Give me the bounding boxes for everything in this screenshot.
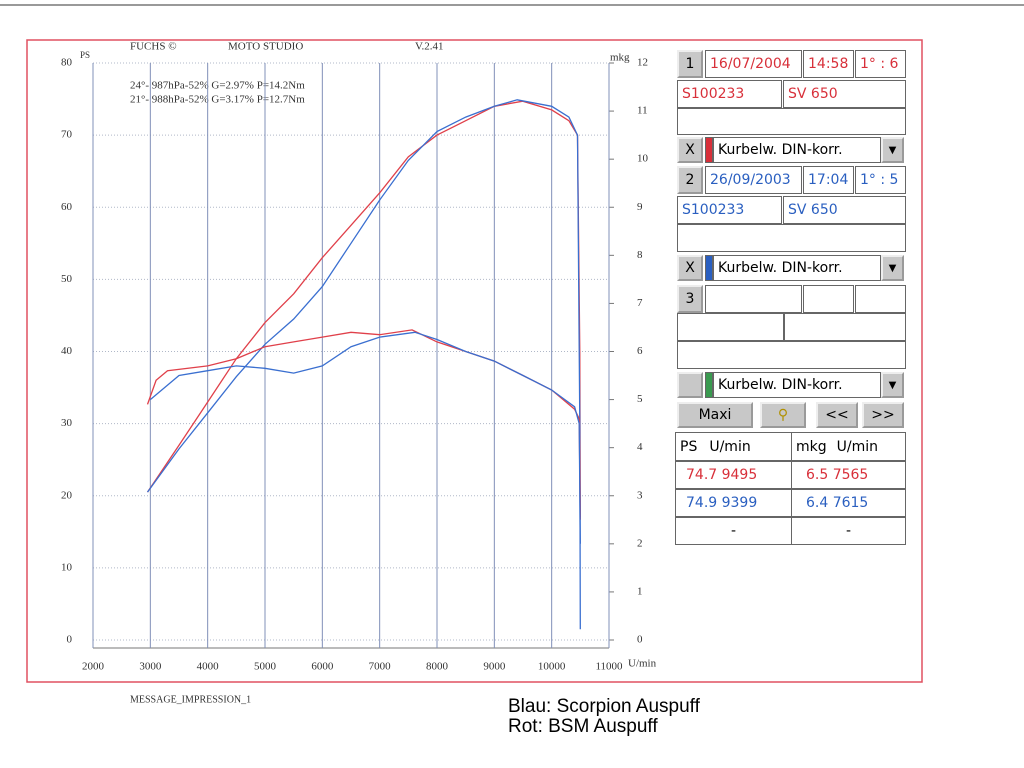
footer-note: Rot: BSM Auspuff xyxy=(508,716,658,737)
close-button[interactable]: X xyxy=(677,255,703,281)
table-cell: 74.7 9495 xyxy=(675,461,792,489)
brand: FUCHS © xyxy=(130,41,177,53)
y-tick-label: 60 xyxy=(61,201,73,213)
ratio: 1° : 6 xyxy=(855,50,906,78)
empty-row xyxy=(677,108,906,135)
x-tick-label: 4000 xyxy=(197,661,220,673)
run-id: S100233 xyxy=(677,196,782,224)
y2-tick-label: 6 xyxy=(637,345,643,357)
date: 26/09/2003 xyxy=(705,166,802,194)
y2-tick-label: 8 xyxy=(637,249,643,261)
message: MESSAGE_IMPRESSION_1 xyxy=(130,694,251,705)
x-axis-label: U/min xyxy=(628,658,657,670)
run-button[interactable]: 2 xyxy=(677,166,703,194)
x-tick-label: 8000 xyxy=(426,661,449,673)
footer-note: Blau: Scorpion Auspuff xyxy=(508,696,700,717)
y-tick-label: 10 xyxy=(61,561,73,573)
y-tick-label: 0 xyxy=(67,634,73,646)
series-line xyxy=(146,99,581,630)
ratio: 1° : 5 xyxy=(855,166,906,194)
table-header: mkg U/min xyxy=(791,432,906,461)
model: SV 650 xyxy=(783,80,906,108)
mode-dropdown[interactable]: Kurbelw. DIN-korr. xyxy=(713,255,881,281)
y-tick-label: 50 xyxy=(61,273,73,285)
legend-note: 24°- 987hPa-52% G=2.97% P=14.2Nm xyxy=(130,80,305,92)
series-line xyxy=(146,329,581,520)
series-line xyxy=(149,331,581,544)
date xyxy=(705,285,802,313)
table-cell: 6.4 7615 xyxy=(791,489,906,517)
y-tick-label: 20 xyxy=(61,489,73,501)
y-axis-label: PS xyxy=(80,50,90,60)
y-tick-label: 70 xyxy=(61,129,73,141)
model: SV 650 xyxy=(783,196,906,224)
x-tick-label: 5000 xyxy=(254,661,277,673)
y2-tick-label: 0 xyxy=(637,634,643,646)
x-tick-label: 11000 xyxy=(595,661,623,673)
maxi-button[interactable]: Maxi xyxy=(677,402,753,428)
header-cell: U/min xyxy=(709,438,751,455)
model xyxy=(784,313,906,341)
empty-row xyxy=(677,341,906,369)
x-tick-label: 3000 xyxy=(139,661,162,673)
y2-axis-label: mkg xyxy=(610,52,630,64)
dropdown-arrow[interactable]: ▼ xyxy=(881,255,904,281)
x-tick-label: 7000 xyxy=(369,661,392,673)
next-button[interactable]: >> xyxy=(862,402,904,428)
close-button[interactable]: X xyxy=(677,137,703,163)
run-id: S100233 xyxy=(677,80,782,108)
table-cell: - xyxy=(675,517,792,545)
mode-dropdown[interactable]: Kurbelw. DIN-korr. xyxy=(713,137,881,163)
studio: MOTO STUDIO xyxy=(228,41,303,53)
zoom-button[interactable]: ⚲ xyxy=(760,402,806,428)
date: 16/07/2004 xyxy=(705,50,802,78)
y2-tick-label: 11 xyxy=(637,105,648,117)
color-swatch xyxy=(705,372,713,398)
header-cell: U/min xyxy=(836,438,879,455)
y2-tick-label: 2 xyxy=(637,537,643,549)
y2-tick-label: 10 xyxy=(637,153,649,165)
y-tick-label: 30 xyxy=(61,417,73,429)
legend-note: 21°- 988hPa-52% G=3.17% P=12.7Nm xyxy=(130,94,305,106)
y2-tick-label: 3 xyxy=(637,489,643,501)
time xyxy=(803,285,854,313)
table-cell: - xyxy=(791,517,906,545)
version: V.2.41 xyxy=(415,41,444,53)
header-cell: PS xyxy=(680,438,698,455)
empty-row xyxy=(677,224,906,252)
x-tick-label: 9000 xyxy=(483,661,506,673)
y-tick-label: 80 xyxy=(61,57,73,69)
y-tick-label: 40 xyxy=(61,345,73,357)
dropdown-arrow[interactable]: ▼ xyxy=(881,372,904,398)
y2-tick-label: 5 xyxy=(637,393,643,405)
ratio xyxy=(855,285,906,313)
frame xyxy=(26,39,923,683)
y2-tick-label: 4 xyxy=(637,441,643,453)
table-cell: 6.5 7565 xyxy=(791,461,906,489)
y2-tick-label: 7 xyxy=(637,297,643,309)
close-button[interactable] xyxy=(677,372,703,398)
x-tick-label: 10000 xyxy=(538,661,566,673)
dropdown-arrow[interactable]: ▼ xyxy=(881,137,904,163)
table-cell: 74.9 9399 xyxy=(675,489,792,517)
mode-dropdown[interactable]: Kurbelw. DIN-korr. xyxy=(713,372,881,398)
prev-button[interactable]: << xyxy=(816,402,858,428)
run-button[interactable]: 1 xyxy=(677,50,703,78)
x-tick-label: 2000 xyxy=(82,661,105,673)
table-header: PS U/min xyxy=(675,432,792,461)
x-tick-label: 6000 xyxy=(311,661,334,673)
time: 14:58 xyxy=(803,50,854,78)
header-cell: mkg xyxy=(796,438,827,455)
y2-tick-label: 9 xyxy=(637,201,643,213)
series-line xyxy=(146,100,581,518)
time: 17:04 xyxy=(803,166,854,194)
y2-tick-label: 12 xyxy=(637,57,648,69)
run-button[interactable]: 3 xyxy=(677,285,703,313)
color-swatch xyxy=(705,255,713,281)
run-id xyxy=(677,313,784,341)
y2-tick-label: 1 xyxy=(637,585,643,597)
color-swatch xyxy=(705,137,713,163)
